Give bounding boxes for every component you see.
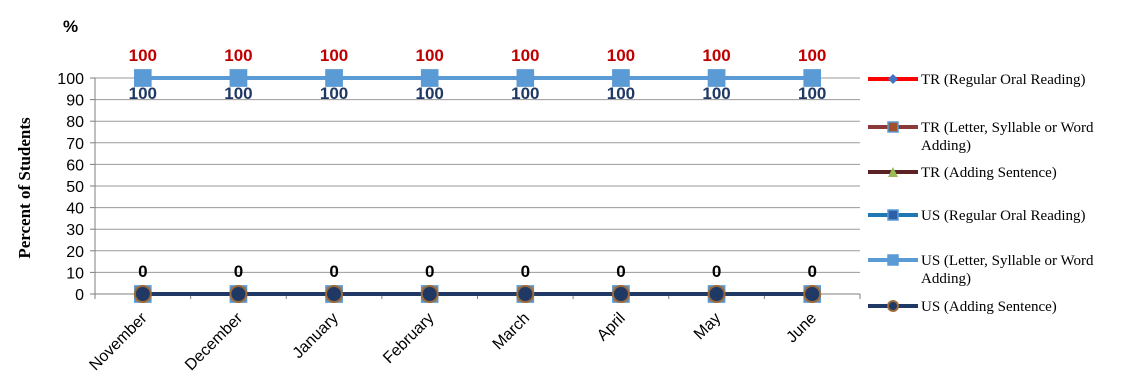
data-label: 100: [702, 84, 730, 103]
legend-swatch-marker: [887, 209, 899, 221]
x-tick-label-march: March: [490, 310, 533, 353]
data-label: 0: [712, 262, 721, 281]
legend-label: TR (Adding Sentence): [921, 165, 1057, 181]
data-label: 100: [224, 46, 252, 65]
x-tick-label-january: January: [290, 310, 342, 362]
legend-item-4: US (Letter, Syllable or Word Adding): [868, 253, 1094, 287]
data-point: [325, 69, 343, 87]
series-lines: [133, 69, 822, 303]
legend-item-0: TR (Regular Oral Reading): [868, 72, 1086, 88]
data-label: 100: [607, 46, 635, 65]
series-5: [133, 285, 822, 303]
data-label: 100: [129, 84, 157, 103]
y-tick-label: 70: [66, 136, 84, 153]
x-tick-label-april: April: [594, 310, 629, 345]
data-label: 100: [224, 84, 252, 103]
data-point: [229, 285, 248, 303]
data-point: [803, 69, 821, 87]
x-tick-label-february: February: [380, 310, 437, 367]
data-point: [612, 69, 630, 87]
data-point: [707, 69, 726, 87]
data-label: 0: [329, 262, 338, 281]
data-label: 0: [425, 262, 434, 281]
data-label: 100: [320, 84, 348, 103]
legend-label: US (Adding Sentence): [921, 299, 1057, 315]
data-point: [133, 285, 152, 303]
data-point: [420, 69, 439, 87]
y-tick-label: 100: [57, 71, 84, 88]
x-tick-labels: November December January February March Apri…: [86, 294, 861, 374]
data-point: [229, 69, 248, 87]
legend-item-1: TR (Letter, Syllable or Word Adding): [868, 120, 1094, 154]
legend-label: TR (Regular Oral Reading): [921, 72, 1086, 88]
data-point: [803, 285, 822, 303]
data-label: 0: [807, 262, 816, 281]
legend-label: US (Regular Oral Reading): [921, 208, 1086, 224]
data-point: [611, 285, 630, 303]
y-tick-label: 10: [66, 265, 84, 282]
y-tick-label: 50: [66, 179, 84, 196]
y-tick-label: 80: [66, 114, 84, 131]
data-label: 0: [616, 262, 625, 281]
data-label: 100: [416, 46, 444, 65]
y-tick-label: 90: [66, 93, 84, 110]
data-point: [707, 285, 726, 303]
y-tick-label: 40: [66, 201, 84, 218]
data-point: [420, 285, 439, 303]
unit-label: %: [63, 17, 78, 36]
x-tick-label-may: May: [691, 310, 724, 343]
legend-swatch-marker: [887, 254, 899, 266]
y-tick-label: 60: [66, 157, 84, 174]
data-label: 0: [138, 262, 147, 281]
legend-item-3: US (Regular Oral Reading): [868, 208, 1086, 224]
y-axis-title: Percent of Students: [15, 117, 34, 259]
data-label: 100: [798, 46, 826, 65]
y-tick-labels: 0 10 20 30 40 50 60 70 80 90 100: [57, 71, 84, 304]
legend-swatch-marker: [888, 167, 898, 177]
legend-item-2: TR (Adding Sentence): [868, 165, 1057, 181]
y-tick-label: 20: [66, 244, 84, 261]
legend-item-5: US (Adding Sentence): [868, 299, 1057, 315]
data-point: [134, 69, 152, 87]
data-labels: 100 100 100 100 100 100 100 100 100 100 100 100 100 1…: [129, 46, 827, 281]
legend-label: US (Letter, Syllable or Word Adding): [921, 253, 1094, 287]
data-point: [516, 285, 535, 303]
data-point: [516, 69, 535, 87]
data-label: 100: [416, 84, 444, 103]
data-label: 100: [702, 46, 730, 65]
data-point: [325, 285, 344, 303]
data-label: 0: [521, 262, 530, 281]
data-label: 100: [511, 84, 539, 103]
data-label: 100: [798, 84, 826, 103]
y-tick-label: 0: [75, 287, 84, 304]
gridlines: [90, 77, 860, 295]
data-label: 100: [320, 46, 348, 65]
data-label: 100: [607, 84, 635, 103]
data-label: 100: [511, 46, 539, 65]
legend-label: TR (Letter, Syllable or Word Adding): [921, 120, 1094, 154]
x-tick-label-november: November: [86, 309, 151, 374]
x-tick-label-june: June: [783, 310, 820, 347]
legend: TR (Regular Oral Reading) TR (Letter, Syl…: [868, 72, 1094, 315]
series-4: [134, 69, 821, 87]
x-tick-label-december: December: [182, 309, 247, 374]
legend-swatch-marker: [887, 121, 899, 133]
legend-swatch-marker: [887, 300, 899, 312]
y-tick-label: 30: [66, 222, 84, 239]
legend-swatch-marker: [888, 74, 898, 84]
data-label: 0: [234, 262, 243, 281]
data-label: 100: [129, 46, 157, 65]
